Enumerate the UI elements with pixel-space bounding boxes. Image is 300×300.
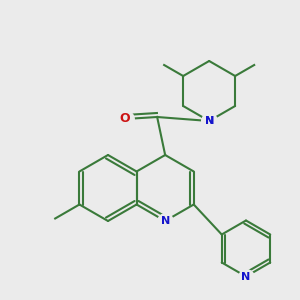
Text: N: N xyxy=(242,272,250,281)
Text: N: N xyxy=(205,116,214,126)
Text: N: N xyxy=(205,116,214,126)
Text: O: O xyxy=(120,112,130,125)
Text: N: N xyxy=(160,216,170,226)
